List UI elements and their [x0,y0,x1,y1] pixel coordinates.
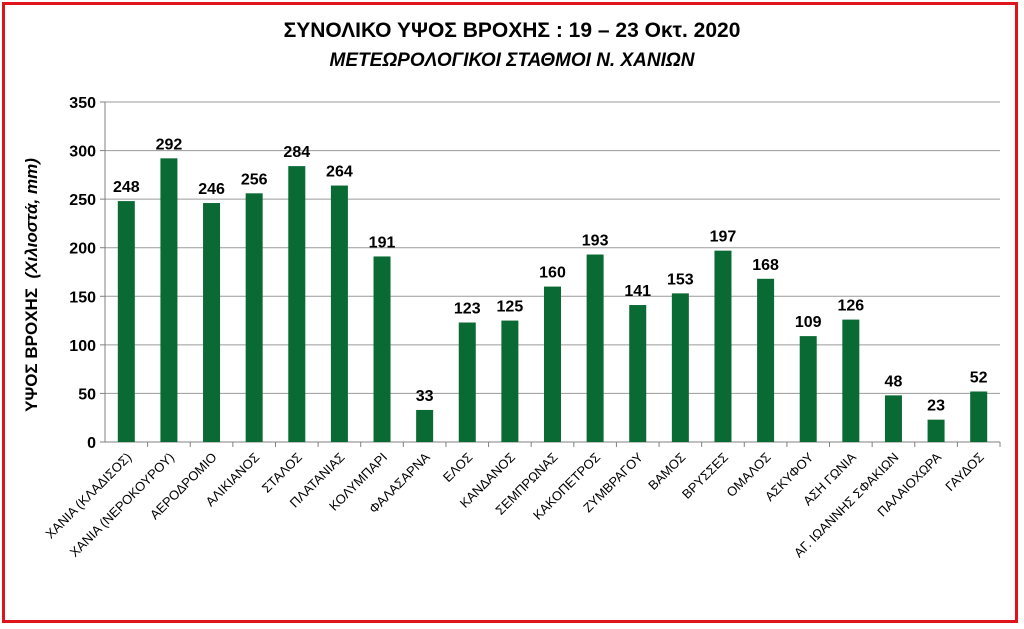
data-label: 126 [837,298,864,315]
chart-subtitle: ΜΕΤΕΩΡΟΛΟΓΙΚΟΙ ΣΤΑΘΜΟΙ Ν. ΧΑΝΙΩΝ [329,50,695,71]
bar [884,395,902,442]
data-label: 109 [795,314,822,331]
data-label: 33 [416,388,434,405]
bar [970,391,988,442]
y-tick-label: 200 [69,241,96,258]
data-label: 123 [454,301,481,318]
bar [203,203,221,442]
data-label: 48 [885,373,903,390]
y-tick-label: 250 [69,192,96,209]
data-label: 193 [582,233,609,250]
bar [629,305,647,442]
y-tick-label: 50 [78,386,96,403]
y-tick-label: 100 [69,338,96,355]
y-tick-label: 350 [69,95,96,112]
data-label: 160 [539,265,566,282]
bar [544,286,561,442]
bar [330,185,348,443]
x-tick-label: ΒΡΥΣΣΕΣ [679,450,731,502]
bar [757,278,775,442]
bar [586,254,604,442]
bar [245,193,263,442]
y-tick-label: 300 [69,144,96,161]
data-label: 264 [326,164,353,181]
bar [117,201,135,442]
x-tick-label: ΕΛΟΣ [440,450,476,486]
bar [714,250,732,442]
data-label: 284 [283,144,310,161]
bar [458,322,476,442]
data-label: 248 [113,179,140,196]
x-tick-label: ΓΑΥΔΟΣ [942,450,987,495]
bar [842,319,860,442]
bar [373,256,391,442]
data-label: 256 [241,171,268,188]
data-label: 168 [752,257,779,274]
y-tick-label: 0 [87,435,96,452]
chart-title: ΣΥΝΟΛΙΚΟ ΥΨΟΣ ΒΡΟΧΗΣ : 19 – 23 Οκτ. 2020 [283,19,741,42]
x-tick-label: ΒΑΜΟΣ [645,450,688,493]
data-label: 153 [667,271,694,288]
data-label: 52 [970,369,988,386]
data-label: 23 [927,398,945,415]
bar [416,409,434,442]
bar [671,293,689,442]
bar [799,336,817,442]
bar [160,158,178,443]
y-tick-label: 150 [69,289,96,306]
data-label: 141 [624,283,651,300]
bar [288,166,306,442]
bar [927,419,945,442]
data-label: 125 [497,299,524,316]
bar [501,320,519,442]
data-label: 197 [710,229,737,246]
data-label: 191 [369,234,396,251]
data-label: 246 [198,181,225,198]
data-label: 292 [156,136,183,153]
